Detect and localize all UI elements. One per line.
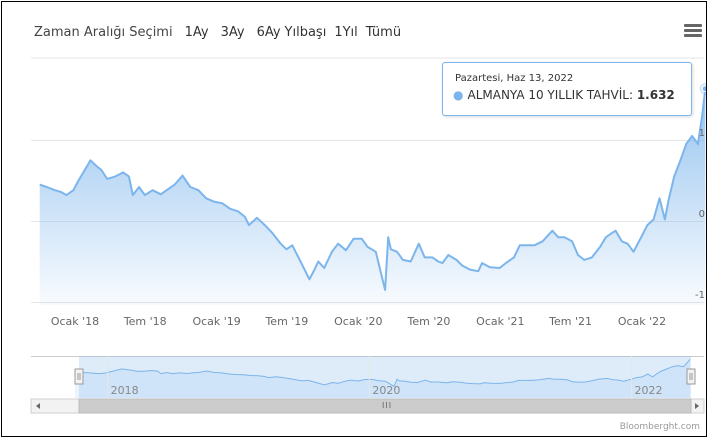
series-dot-icon: ●: [453, 88, 464, 102]
range-selector-label: Zaman Aralığı Seçimi: [34, 24, 173, 40]
x-tick-label-1: Tem '18: [123, 315, 167, 328]
range-button-3ay[interactable]: 3Ay: [220, 24, 245, 40]
tooltip-value: 1.632: [636, 88, 675, 102]
tooltip-date: Pazartesi, Haz 13, 2022: [455, 73, 574, 84]
hamburger-menu-icon[interactable]: [684, 24, 702, 38]
tooltip-series-name: ALMANYA 10 YILLIK TAHVİL:: [467, 88, 633, 102]
scroll-right-icon[interactable]: [695, 403, 699, 409]
x-tick-label-0: Ocak '18: [51, 315, 99, 328]
y-tick-label-0: 1: [699, 128, 705, 139]
range-button-1ay[interactable]: 1Ay: [184, 24, 209, 40]
series-area: [39, 88, 706, 305]
x-tick-label-2: Ocak '19: [192, 315, 240, 328]
navigator-handle-right[interactable]: [686, 368, 696, 385]
y-tick-label-1: 0: [699, 209, 705, 220]
navigator-mask: [79, 356, 691, 398]
y-tick-label-2: -1: [695, 290, 705, 301]
navigator-label-2: 2022: [635, 384, 663, 397]
range-selector: Zaman Aralığı Seçimi 1Ay 3Ay 6Ay Yılbaşı…: [2, 20, 405, 44]
x-tick-label-7: Tem '21: [548, 315, 592, 328]
range-button-1yil[interactable]: 1Yıl: [334, 24, 358, 40]
hover-marker: [701, 85, 706, 93]
series-line: [39, 88, 706, 291]
scroll-left-icon[interactable]: [36, 403, 40, 409]
x-tick-label-8: Ocak '22: [618, 315, 666, 328]
navigator-label-0: 2018: [111, 384, 139, 397]
navigator-handle-left[interactable]: [74, 368, 84, 385]
x-tick-label-5: Tem '20: [407, 315, 451, 328]
credits[interactable]: Bloomberght.com: [619, 422, 700, 432]
range-button-6ay[interactable]: 6Ay: [256, 24, 281, 40]
tooltip-series: ● ALMANYA 10 YILLIK TAHVİL: 1.632: [453, 88, 675, 102]
scrollbar-grip-icon: III: [382, 401, 393, 410]
scrollbar-thumb[interactable]: [78, 398, 692, 414]
navigator-label-1: 2020: [372, 384, 400, 397]
range-button-tumu[interactable]: Tümü: [365, 24, 402, 40]
x-tick-label-4: Ocak '20: [334, 315, 382, 328]
x-tick-label-6: Ocak '21: [476, 315, 524, 328]
tooltip: Pazartesi, Haz 13, 2022 ● ALMANYA 10 YILL…: [442, 62, 692, 116]
x-tick-label-3: Tem '19: [264, 315, 308, 328]
range-button-yilbasi[interactable]: Yılbaşı: [284, 24, 327, 40]
navigator-area: [75, 359, 690, 398]
navigator-line: [74, 358, 691, 388]
